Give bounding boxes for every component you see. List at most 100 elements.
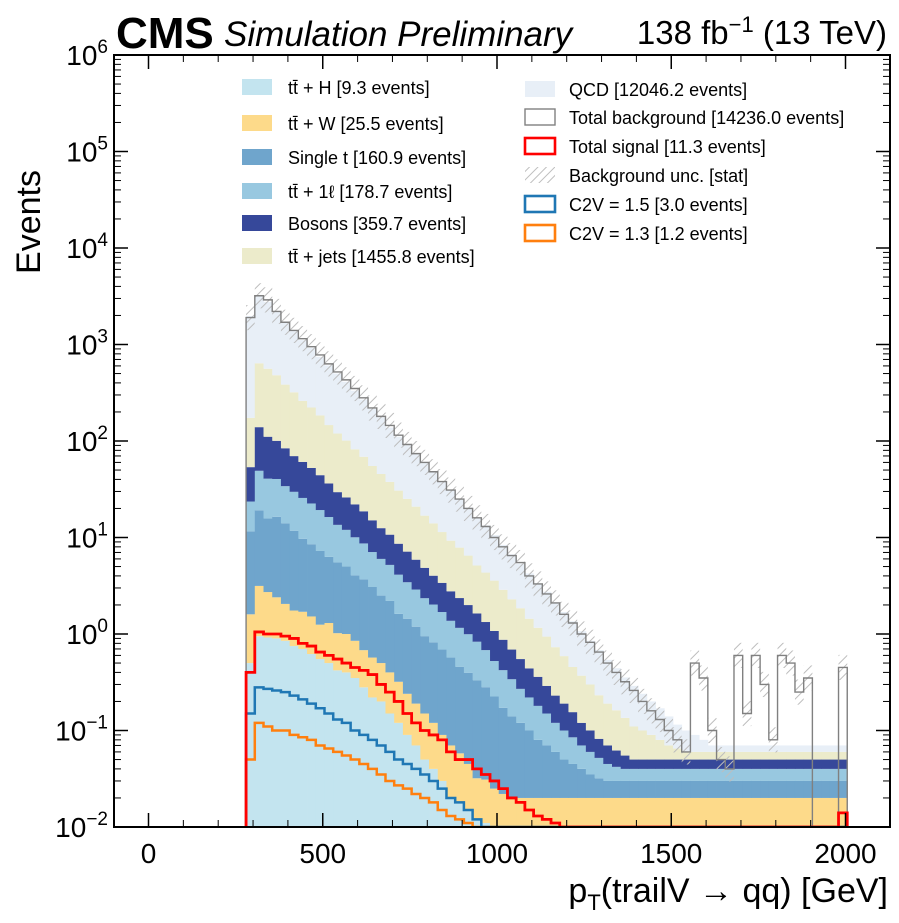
bar-singlet: [681, 780, 691, 798]
bar-ttl: [420, 598, 430, 637]
bar-ttjets: [646, 734, 656, 760]
bar-ttW: [254, 585, 264, 637]
bar-ttjets: [733, 751, 744, 760]
bar-ttH: [341, 672, 352, 827]
legend-swatch-singlet: [242, 149, 272, 165]
legend-swatch-c2v15: [523, 194, 557, 214]
bar-ttH: [359, 687, 369, 827]
bar-ttl: [359, 543, 369, 580]
legend-label-c2v15: C2V = 1.5 [3.0 events]: [569, 195, 748, 215]
bar-singlet: [533, 739, 543, 798]
bar-ttl: [498, 670, 508, 708]
bar-ttl: [577, 745, 587, 769]
bar-qcd: [402, 445, 413, 499]
bar-ttl: [733, 768, 744, 781]
bar-ttl: [516, 688, 526, 723]
legend-label-total_sig: Total signal [11.3 events]: [569, 137, 766, 157]
bar-qcd: [585, 640, 595, 685]
bar-ttl: [307, 503, 317, 545]
bar-qcd: [751, 745, 761, 752]
bar-bosons: [786, 759, 796, 769]
bar-ttl: [794, 768, 805, 781]
bar-ttl: [402, 582, 413, 619]
bar-bosons: [760, 759, 770, 769]
lumi-label: 138 fb−1 (13 TeV): [637, 12, 887, 51]
bar-ttjets: [376, 474, 386, 529]
axis-ticks: 0 500 1000 1500 2000 10−2 10−1 100 101 102 103 104 1…: [55, 37, 890, 869]
bar-bosons: [402, 551, 413, 583]
bar-ttjets: [542, 636, 552, 686]
legend-label-bosons: Bosons [359.7 events]: [288, 214, 466, 234]
bar-qcd: [821, 745, 831, 752]
total-signal-line: [244, 630, 849, 827]
bar-ttjets: [829, 751, 839, 760]
bar-qcd: [490, 535, 500, 581]
y-tick-label: 104: [66, 230, 108, 264]
bar-singlet: [498, 707, 508, 794]
bar-bosons: [664, 759, 674, 769]
bar-bosons: [699, 759, 709, 769]
bar-qcd: [315, 356, 325, 416]
bar-bosons: [368, 520, 378, 553]
bar-ttW: [681, 797, 691, 827]
bar-ttW: [716, 797, 726, 827]
bar-ttjets: [629, 726, 639, 760]
bar-ttW: [742, 797, 752, 827]
bar-qcd: [620, 677, 630, 718]
bar-bosons: [568, 712, 578, 738]
bar-ttW: [368, 657, 378, 698]
bar-bosons: [411, 559, 421, 590]
bar-ttH: [437, 780, 447, 827]
bar-singlet: [690, 780, 700, 798]
legend-swatch-c2v13: [523, 223, 557, 243]
y-tick-label: 10−2: [55, 809, 108, 843]
bar-qcd: [341, 381, 352, 441]
bar-ttW: [463, 763, 474, 811]
bar-bosons: [603, 745, 613, 764]
y-tick-label: 100: [66, 616, 108, 650]
bar-bosons: [829, 759, 839, 769]
bar-singlet: [568, 763, 578, 798]
bar-singlet: [542, 745, 552, 798]
bar-qcd: [742, 745, 752, 752]
bar-bosons: [594, 738, 604, 758]
bar-singlet: [376, 595, 386, 664]
bar-ttl: [768, 768, 778, 781]
bar-ttl: [751, 768, 761, 781]
bar-ttl: [289, 491, 299, 531]
bar-qcd: [760, 745, 770, 752]
bar-ttl: [603, 763, 613, 781]
bar-bosons: [429, 575, 439, 605]
bar-ttjets: [516, 608, 526, 660]
bar-ttW: [803, 797, 813, 827]
bar-ttH: [429, 768, 439, 827]
bar-ttH: [280, 640, 291, 827]
bar-ttl: [821, 768, 831, 781]
bar-ttjets: [585, 684, 595, 731]
bar-ttW: [664, 797, 674, 827]
bar-qcd: [507, 554, 517, 600]
bar-singlet: [394, 613, 404, 682]
bar-ttW: [707, 797, 717, 827]
bar-bosons: [498, 639, 508, 671]
bar-qcd: [280, 322, 291, 385]
bar-singlet: [603, 780, 613, 798]
bar-bosons: [280, 448, 291, 487]
c2v-1p5-line: [244, 686, 848, 827]
bar-singlet: [463, 672, 474, 764]
bar-ttW: [298, 611, 308, 649]
bar-ttjets: [437, 532, 447, 583]
bar-ttjets: [551, 647, 561, 696]
bar-ttW: [455, 753, 465, 803]
bar-bosons: [794, 759, 805, 769]
bar-ttW: [533, 797, 543, 827]
bar-ttjets: [507, 599, 517, 650]
bar-qcd: [603, 659, 613, 704]
bar-ttjets: [707, 751, 717, 760]
bar-bosons: [463, 605, 474, 635]
bar-ttl: [655, 768, 665, 781]
bar-ttjets: [699, 751, 709, 760]
bar-bosons: [821, 759, 831, 769]
bar-singlet: [272, 516, 282, 598]
bar-bosons: [803, 759, 813, 769]
